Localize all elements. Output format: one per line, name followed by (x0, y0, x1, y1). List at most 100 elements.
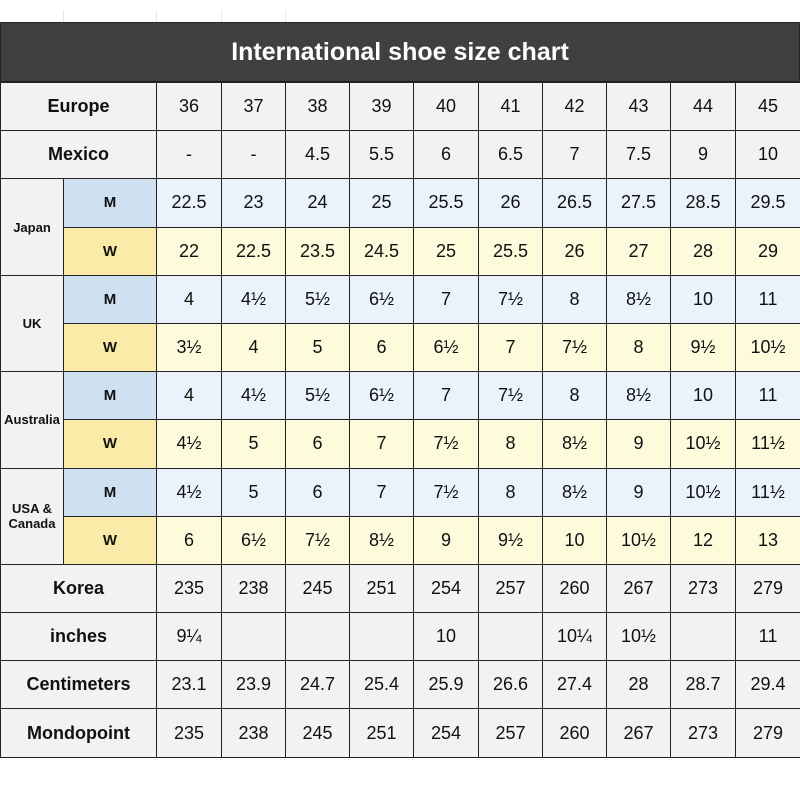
size-cell: 40 (413, 81, 480, 132)
row-label: Mondopoint (0, 708, 158, 758)
men-size-cell: 10 (670, 371, 737, 421)
men-size-cell: 4½ (156, 467, 223, 517)
men-size-cell: 10½ (670, 467, 737, 517)
row-label: Mexico (0, 130, 158, 180)
size-cell: 6 (413, 130, 480, 180)
men-label: M (62, 178, 158, 228)
men-size-cell: 9 (606, 467, 672, 517)
size-cell: 10½ (606, 612, 672, 662)
table-row-japan-men: Japan M 22.5 23 24 25 25.5 26 26.5 27.5 28.5 29.5 (0, 178, 800, 276)
size-cell: 254 (413, 708, 480, 758)
women-size-cell: 3½ (156, 322, 223, 373)
size-cell: 27.4 (542, 660, 608, 710)
size-cell: 39 (349, 81, 415, 132)
women-size-cell: 25.5 (478, 226, 544, 276)
table-row-europe: Europe 36 37 38 39 40 41 42 43 44 45 (0, 81, 800, 132)
women-size-cell: 10½ (735, 322, 800, 373)
men-size-cell: 28.5 (670, 178, 737, 228)
size-cell: 7 (542, 130, 608, 180)
table-row-usa-canada-men: USA & Canada M 4½ 5 6 7 7½ 8 8½ 9 10½ 11½ (0, 467, 800, 565)
size-cell: 235 (156, 563, 223, 614)
men-size-cell: 7 (413, 274, 480, 324)
size-cell: 10 (413, 612, 480, 662)
size-cell: 245 (285, 708, 351, 758)
region-label: Japan (0, 178, 64, 276)
women-size-cell: 6 (156, 515, 223, 565)
size-cell: 279 (735, 708, 800, 758)
size-cell: 24.7 (285, 660, 351, 710)
women-size-cell: 10½ (670, 419, 737, 469)
size-cell: - (156, 130, 223, 180)
row-label: Korea (0, 563, 158, 614)
size-cell (478, 612, 544, 662)
women-size-cell: 29 (735, 226, 800, 276)
men-size-cell: 26 (478, 178, 544, 228)
size-cell: 4.5 (285, 130, 351, 180)
chart-title: International shoe size chart (0, 22, 800, 82)
size-cell: 260 (542, 708, 608, 758)
women-size-cell: 8½ (349, 515, 415, 565)
size-cell: 28.7 (670, 660, 737, 710)
men-size-cell: 6½ (349, 371, 415, 421)
men-label: M (62, 274, 158, 324)
women-size-cell: 6½ (413, 322, 480, 373)
women-size-cell: 11½ (735, 419, 800, 469)
row-label: inches (0, 612, 158, 662)
women-size-cell: 26 (542, 226, 608, 276)
table-row-mondopoint: Mondopoint 235 238 245 251 254 257 260 267 273 279 (0, 708, 800, 758)
women-size-cell: 5 (285, 322, 351, 373)
region-label: Australia (0, 371, 64, 469)
women-size-cell: 8½ (542, 419, 608, 469)
size-cell: 257 (478, 708, 544, 758)
women-label: W (62, 322, 158, 373)
women-size-cell: 22 (156, 226, 223, 276)
size-cell: 251 (349, 708, 415, 758)
size-cell: 41 (478, 81, 544, 132)
women-size-cell: 7½ (542, 322, 608, 373)
size-cell: 257 (478, 563, 544, 614)
men-size-cell: 4 (156, 274, 223, 324)
men-size-cell: 7½ (413, 467, 480, 517)
women-size-cell: 7 (349, 419, 415, 469)
women-label: W (62, 226, 158, 276)
men-size-cell: 8 (542, 274, 608, 324)
men-size-cell: 29.5 (735, 178, 800, 228)
women-size-cell: 13 (735, 515, 800, 565)
men-size-cell: 11 (735, 371, 800, 421)
women-size-cell: 10 (542, 515, 608, 565)
men-size-cell: 6½ (349, 274, 415, 324)
men-size-cell: 4½ (221, 371, 287, 421)
size-cell: 7.5 (606, 130, 672, 180)
shoe-size-table: Europe 36 37 38 39 40 41 42 43 44 45 Mexico - -4.5 5.5… (0, 81, 800, 758)
women-size-cell: 22.5 (221, 226, 287, 276)
size-cell: 267 (606, 563, 672, 614)
men-size-cell: 11½ (735, 467, 800, 517)
size-cell: 235 (156, 708, 223, 758)
size-cell: - (221, 130, 287, 180)
size-cell: 25.9 (413, 660, 480, 710)
top-gridlines (0, 0, 800, 22)
men-size-cell: 11 (735, 274, 800, 324)
men-size-cell: 8½ (606, 274, 672, 324)
men-size-cell: 6 (285, 467, 351, 517)
men-size-cell: 5½ (285, 274, 351, 324)
table-row-centimeters: Centimeters 23.1 23.9 24.7 25.4 25.9 26.6 27.4 2… (0, 660, 800, 710)
women-size-cell: 7 (478, 322, 544, 373)
women-label: W (62, 515, 158, 565)
size-cell (670, 612, 737, 662)
size-cell: 37 (221, 81, 287, 132)
size-cell: 267 (606, 708, 672, 758)
table-row-australia-men: Australia M 4 4½ 5½ 6½ 7 7½ 8 8½ 10 11 (0, 371, 800, 469)
size-cell: 273 (670, 708, 737, 758)
size-cell: 9 (670, 130, 737, 180)
size-cell: 29.4 (735, 660, 800, 710)
women-size-cell: 23.5 (285, 226, 351, 276)
men-size-cell: 8 (542, 371, 608, 421)
size-cell: 43 (606, 81, 672, 132)
men-size-cell: 7½ (478, 371, 544, 421)
men-size-cell: 7 (349, 467, 415, 517)
size-cell: 23.9 (221, 660, 287, 710)
women-size-cell: 9½ (478, 515, 544, 565)
table-row-australia-women: W 4½ 5 6 7 7½ 8 8½ 9 10½ 11½ (1, 419, 800, 469)
size-cell: 38 (285, 81, 351, 132)
